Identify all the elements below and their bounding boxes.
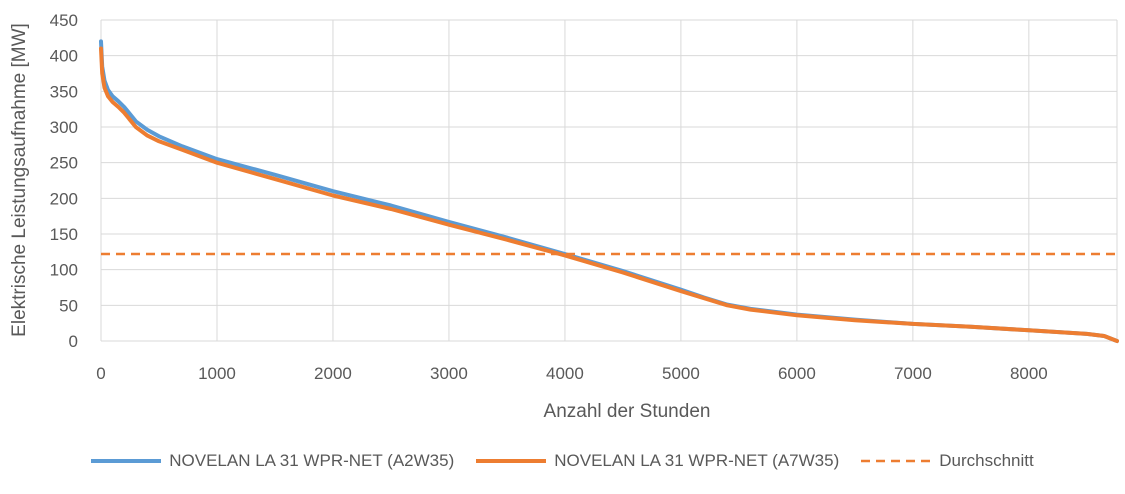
x-tick-label: 0 bbox=[96, 364, 105, 383]
y-tick-label: 450 bbox=[50, 11, 78, 30]
x-tick-label: 5000 bbox=[662, 364, 700, 383]
y-tick-label: 100 bbox=[50, 261, 78, 280]
y-tick-label: 300 bbox=[50, 118, 78, 137]
x-tick-label: 6000 bbox=[778, 364, 816, 383]
x-tick-label: 7000 bbox=[894, 364, 932, 383]
legend-label-durchschnitt: Durchschnitt bbox=[939, 451, 1034, 470]
legend-label-a2w35: NOVELAN LA 31 WPR-NET (A2W35) bbox=[169, 451, 455, 470]
legend-swatch-a7w35 bbox=[476, 457, 547, 465]
series-line-0 bbox=[99, 39, 1119, 343]
series-line-1 bbox=[99, 46, 1119, 343]
y-tick-label: 150 bbox=[50, 225, 78, 244]
x-axis-label: Anzahl der Stunden bbox=[544, 401, 711, 422]
legend-swatch-a2w35 bbox=[91, 457, 162, 465]
x-axis-ticks: 0 1000 2000 3000 4000 5000 6000 7000 8000 bbox=[96, 364, 1048, 383]
legend-swatch-durchschnitt bbox=[861, 457, 932, 465]
x-tick-label: 1000 bbox=[198, 364, 236, 383]
x-tick-label: 4000 bbox=[546, 364, 584, 383]
legend-item-durchschnitt: Durchschnitt bbox=[861, 451, 1034, 471]
legend-label-a7w35: NOVELAN LA 31 WPR-NET (A7W35) bbox=[554, 451, 840, 470]
legend: NOVELAN LA 31 WPR-NET (A2W35) NOVELAN LA… bbox=[0, 446, 1125, 476]
gridlines bbox=[100, 19, 1118, 342]
x-tick-label: 3000 bbox=[430, 364, 468, 383]
x-tick-label: 8000 bbox=[1010, 364, 1048, 383]
line-chart: 0 1000 2000 3000 4000 5000 6000 7000 8000 0 50 100… bbox=[9, 11, 1119, 422]
y-tick-label: 400 bbox=[50, 47, 78, 66]
y-tick-label: 350 bbox=[50, 82, 78, 101]
y-axis-label: Elektrische Leistungsaufnahme [MW] bbox=[9, 23, 30, 337]
y-axis-ticks: 0 50 100 150 200 250 300 350 400 450 bbox=[50, 11, 78, 351]
y-tick-label: 250 bbox=[50, 154, 78, 173]
legend-item-a2w35: NOVELAN LA 31 WPR-NET (A2W35) bbox=[91, 451, 454, 471]
y-tick-label: 50 bbox=[59, 296, 78, 315]
x-tick-label: 2000 bbox=[314, 364, 352, 383]
y-tick-label: 200 bbox=[50, 189, 78, 208]
series-layer bbox=[99, 39, 1119, 343]
legend-item-a7w35: NOVELAN LA 31 WPR-NET (A7W35) bbox=[476, 451, 839, 471]
y-tick-label: 0 bbox=[69, 332, 78, 351]
